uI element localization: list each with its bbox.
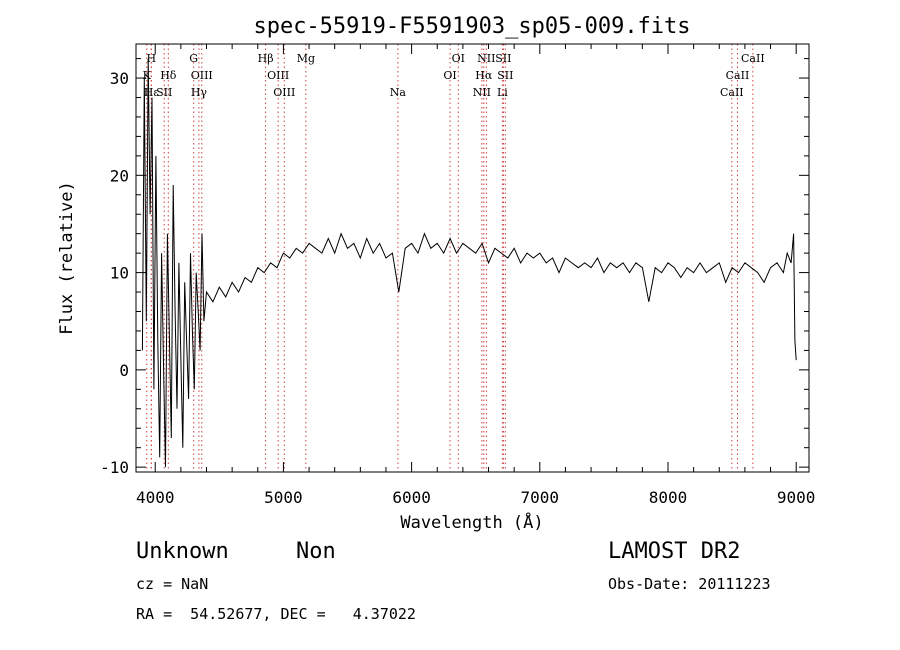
line-markers <box>146 44 754 472</box>
spectrum-chart: spec-55919-F5591903_sp05-009.fits KHHεHδ… <box>57 14 815 533</box>
line-marker-label: OIII <box>273 86 295 99</box>
cz-value: cz = NaN <box>136 575 209 593</box>
line-marker-label: Hβ <box>258 52 274 65</box>
ra-dec: RA = 54.52677, DEC = 4.37022 <box>136 605 416 623</box>
line-marker-label: Hα <box>475 69 493 82</box>
y-tick-label: -10 <box>100 458 129 477</box>
x-tick-label: 8000 <box>649 488 688 507</box>
line-marker-label: OI <box>443 69 456 82</box>
y-tick-label: 20 <box>110 166 129 185</box>
y-axis-label: Flux (relative) <box>57 181 77 335</box>
plot-frame <box>135 43 810 473</box>
line-marker-label: NII <box>473 86 491 99</box>
obs-date: Obs-Date: 20111223 <box>608 575 771 593</box>
subclass-label: Non <box>296 539 336 564</box>
x-tick-label: 5000 <box>264 488 303 507</box>
y-tick-label: 30 <box>110 69 129 88</box>
line-marker-label: Hγ <box>191 86 208 99</box>
x-axis: 4000 5000 6000 7000 8000 9000 <box>136 44 815 507</box>
line-marker-label: SII <box>497 69 513 82</box>
line-marker-label: CaII <box>720 86 744 99</box>
y-tick-label: 0 <box>119 361 129 380</box>
line-marker-label: OIII <box>191 69 213 82</box>
chart-title: spec-55919-F5591903_sp05-009.fits <box>253 14 690 39</box>
line-marker-label: H <box>146 52 156 65</box>
line-marker-label: Na <box>390 86 407 99</box>
line-marker-label: NII <box>477 52 495 65</box>
class-label: Unknown <box>136 539 229 564</box>
x-tick-label: 4000 <box>136 488 175 507</box>
x-tick-label: 7000 <box>521 488 560 507</box>
line-marker-labels: KHHεHδSIIGOIIIHγHβOIIIOIIIMgNaOIOINIIHαN… <box>143 52 765 99</box>
line-marker-label: SII <box>495 52 511 65</box>
line-marker-label: Hδ <box>160 69 177 82</box>
survey-label: LAMOST DR2 <box>608 539 741 564</box>
line-marker-label: Li <box>497 86 508 99</box>
y-axis: -10 0 10 20 30 <box>100 58 809 477</box>
x-tick-label: 9000 <box>777 488 816 507</box>
line-marker-label: OIII <box>267 69 289 82</box>
line-marker-label: CaII <box>741 52 765 65</box>
line-marker-label: SII <box>156 86 172 99</box>
line-marker-label: OI <box>452 52 465 65</box>
x-axis-label: Wavelength (Å) <box>400 511 543 533</box>
y-tick-label: 10 <box>110 264 129 283</box>
line-marker-label: K <box>143 69 152 82</box>
spectrum-line <box>141 58 797 468</box>
line-marker-label: Mg <box>297 52 315 65</box>
x-tick-label: 6000 <box>392 488 431 507</box>
line-marker-label: CaII <box>726 69 750 82</box>
line-marker-label: G <box>189 52 198 65</box>
